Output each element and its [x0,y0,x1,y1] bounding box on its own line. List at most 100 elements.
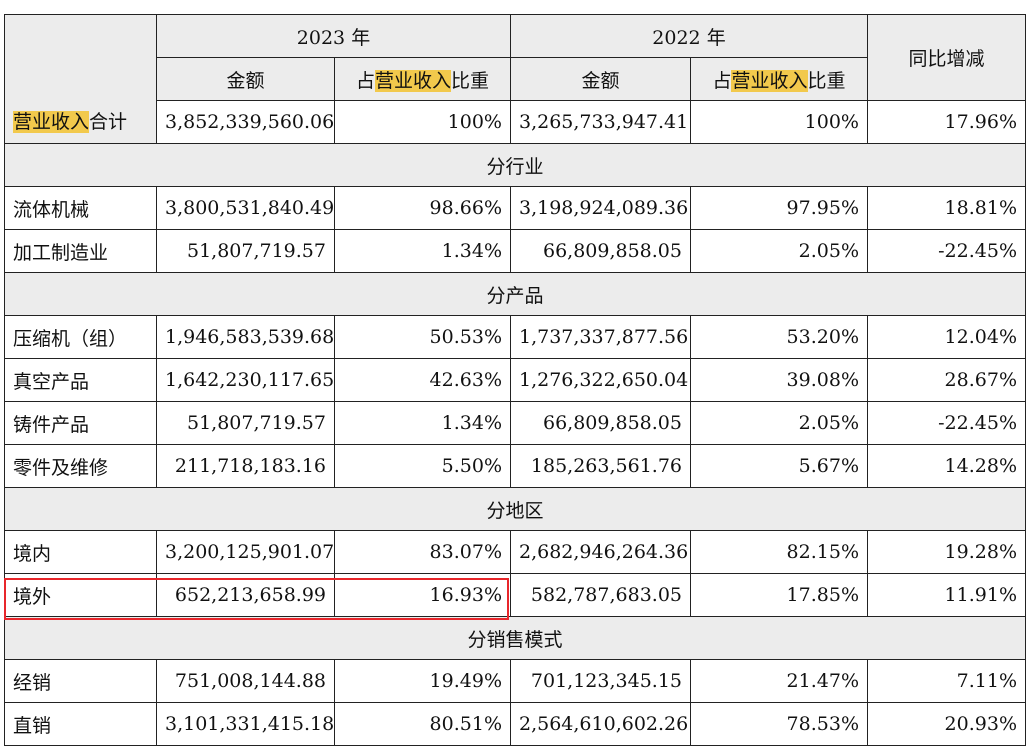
row-label: 零件及维修 [4,444,157,488]
amount-2022: 1,276,322,650.04 [510,358,691,402]
share-2023: 50.53% [334,315,511,359]
total-share-2022: 100% [690,100,868,144]
year-2022-header: 2022 年 [510,14,868,58]
row-label: 经销 [4,659,157,703]
yoy-change: -22.45% [867,401,1026,445]
revenue-breakdown-table: 营业收入合计 2023 年 2022 年 同比增减 金额 占营业收入比重 金额 … [4,14,1026,746]
table-row: 铸件产品 51,807,719.57 1.34% 66,809,858.05 2… [4,401,1026,445]
yoy-change: 20.93% [867,702,1026,746]
amount-2022-header: 金额 [510,57,691,101]
share-2023: 98.66% [334,186,511,230]
share-2023: 42.63% [334,358,511,402]
share-2023: 1.34% [334,401,511,445]
amount-2023: 3,101,331,415.18 [156,702,335,746]
row-label: 境外 [4,573,157,617]
total-amount-2023: 3,852,339,560.06 [156,100,335,144]
amount-2023: 51,807,719.57 [156,229,335,273]
share-suffix: 比重 [451,69,490,92]
section-title: 分行业 [4,143,1026,187]
yoy-change: -22.45% [867,229,1026,273]
label-column-header: 营业收入合计 [4,14,157,144]
total-share-2023: 100% [334,100,511,144]
share-2023: 5.50% [334,444,511,488]
share-2023: 80.51% [334,702,511,746]
yoy-change: 18.81% [867,186,1026,230]
amount-2022: 66,809,858.05 [510,229,691,273]
total-label-highlight: 营业收入 [13,111,90,133]
share-highlight: 营业收入 [731,69,808,92]
section-header: 分行业 [4,143,1026,187]
share-2022: 5.67% [690,444,868,488]
amount-2022: 185,263,561.76 [510,444,691,488]
section-title: 分地区 [4,487,1026,531]
share-2022: 97.95% [690,186,868,230]
total-yoy: 17.96% [867,100,1026,144]
share-2023: 16.93% [334,573,511,617]
amount-2023: 211,718,183.16 [156,444,335,488]
yoy-change: 11.91% [867,573,1026,617]
section-header: 分产品 [4,272,1026,316]
yoy-change: 14.28% [867,444,1026,488]
amount-2023: 3,800,531,840.49 [156,186,335,230]
amount-2022: 2,682,946,264.36 [510,530,691,574]
table-row: 直销 3,101,331,415.18 80.51% 2,564,610,602… [4,702,1026,746]
amount-2023: 652,213,658.99 [156,573,335,617]
amount-2023: 1,946,583,539.68 [156,315,335,359]
share-2022: 78.53% [690,702,868,746]
total-label-suffix: 合计 [89,111,128,133]
row-label: 流体机械 [4,186,157,230]
amount-2022: 701,123,345.15 [510,659,691,703]
share-suffix: 比重 [807,69,846,92]
share-2023-header: 占营业收入比重 [334,57,511,101]
table-row: 压缩机（组） 1,946,583,539.68 50.53% 1,737,337… [4,315,1026,359]
amount-2023: 3,200,125,901.07 [156,530,335,574]
share-2022-header: 占营业收入比重 [690,57,868,101]
yoy-header: 同比增减 [867,14,1026,101]
share-2023: 19.49% [334,659,511,703]
amount-2022: 3,198,924,089.36 [510,186,691,230]
share-highlight: 营业收入 [374,69,451,92]
amount-2022: 582,787,683.05 [510,573,691,617]
amount-2023-header: 金额 [156,57,335,101]
row-label: 真空产品 [4,358,157,402]
total-amount-2022: 3,265,733,947.41 [510,100,691,144]
row-label: 压缩机（组） [4,315,157,359]
row-label: 加工制造业 [4,229,157,273]
row-label: 直销 [4,702,157,746]
row-label: 铸件产品 [4,401,157,445]
total-row: 3,852,339,560.06 100% 3,265,733,947.41 1… [5,100,1026,144]
section-title: 分销售模式 [4,616,1026,660]
share-2022: 17.85% [690,573,868,617]
share-2022: 82.15% [690,530,868,574]
table-row: 经销 751,008,144.88 19.49% 701,123,345.15 … [4,659,1026,703]
amount-2022: 2,564,610,602.26 [510,702,691,746]
table-row: 境外 652,213,658.99 16.93% 582,787,683.05 … [4,573,1026,617]
share-2022: 2.05% [690,401,868,445]
amount-2022: 1,737,337,877.56 [510,315,691,359]
table-row: 真空产品 1,642,230,117.65 42.63% 1,276,322,6… [4,358,1026,402]
yoy-change: 28.67% [867,358,1026,402]
section-header: 分地区 [4,487,1026,531]
header-row-years: 营业收入合计 2023 年 2022 年 同比增减 [4,14,1026,144]
share-prefix: 占 [355,69,375,92]
amount-2023: 51,807,719.57 [156,401,335,445]
year-2023-header: 2023 年 [156,14,511,58]
header-row-metrics: 金额 占营业收入比重 金额 占营业收入比重 [5,57,1026,101]
amount-2023: 1,642,230,117.65 [156,358,335,402]
share-2023: 83.07% [334,530,511,574]
share-2022: 21.47% [690,659,868,703]
table-row: 境内 3,200,125,901.07 83.07% 2,682,946,264… [4,530,1026,574]
share-2022: 2.05% [690,229,868,273]
row-label: 境内 [4,530,157,574]
table-row: 流体机械 3,800,531,840.49 98.66% 3,198,924,0… [4,186,1026,230]
share-2023: 1.34% [334,229,511,273]
yoy-change: 7.11% [867,659,1026,703]
share-prefix: 占 [712,69,732,92]
amount-2022: 66,809,858.05 [510,401,691,445]
section-title: 分产品 [4,272,1026,316]
share-2022: 39.08% [690,358,868,402]
share-2022: 53.20% [690,315,868,359]
table-row: 零件及维修 211,718,183.16 5.50% 185,263,561.7… [4,444,1026,488]
amount-2023: 751,008,144.88 [156,659,335,703]
section-header: 分销售模式 [4,616,1026,660]
